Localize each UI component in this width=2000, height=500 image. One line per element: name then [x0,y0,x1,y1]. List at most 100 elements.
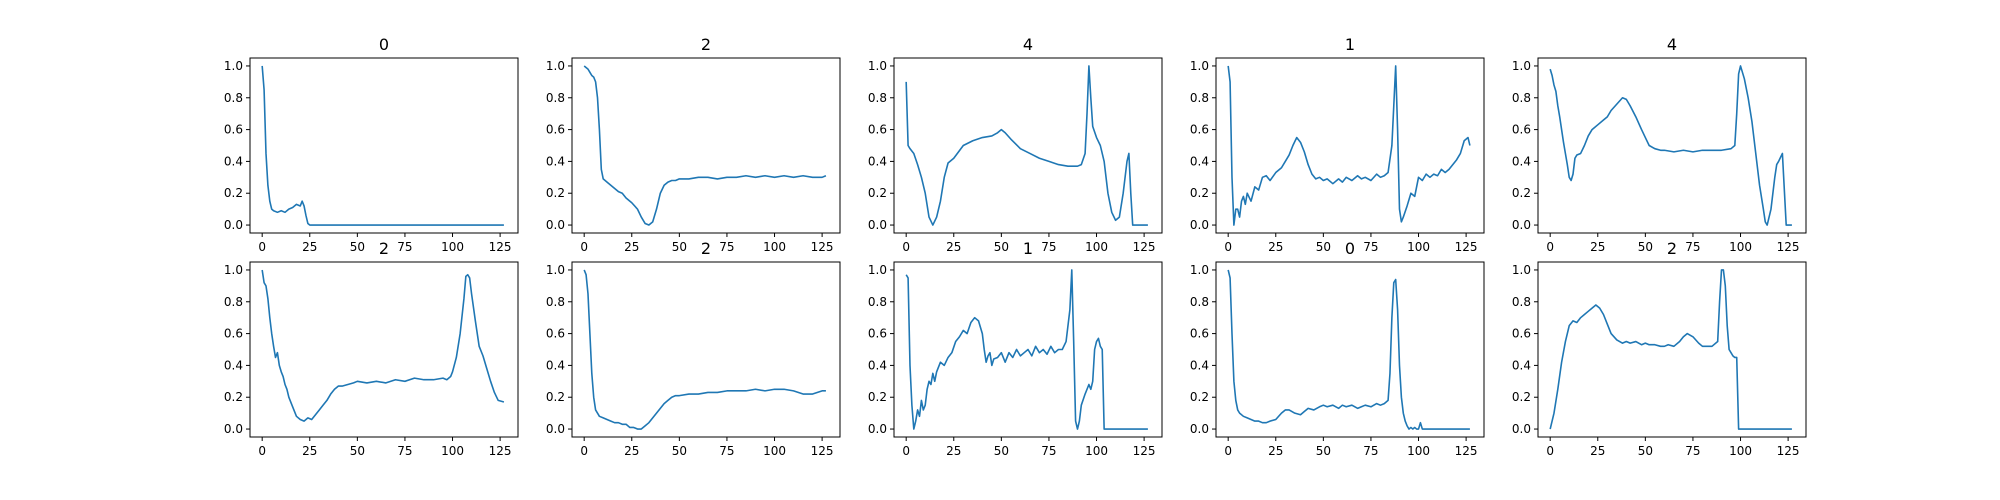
x-tick-label: 25 [1268,240,1283,254]
y-tick-label: 0.6 [224,123,243,137]
x-tick-label: 75 [1685,444,1700,458]
subplot-title: 2 [1667,239,1677,258]
y-tick-label: 0.2 [1512,186,1531,200]
y-tick-label: 0.8 [1512,91,1531,105]
subplot-0: 0 0 25 50 75 100 125 0.0 0.2 0.4 0.6 0.8 1.0 [224,35,519,254]
y-tick-label: 1.0 [1512,59,1531,73]
y-tick-label: 0.0 [1190,218,1209,232]
y-tick-label: 0.2 [1190,390,1209,404]
subplot-title: 1 [1023,239,1033,258]
x-tick-label: 0 [1224,240,1232,254]
subplot-3: 1 0 25 50 75 100 125 0.0 0.2 0.4 0.6 0.8 1.0 [1190,35,1485,254]
y-tick-label: 0.8 [1190,91,1209,105]
x-tick-label: 125 [1133,240,1156,254]
y-tick-label: 0.0 [546,422,565,436]
x-tick-label: 75 [719,444,734,458]
y-tick-label: 0.4 [868,154,887,168]
x-tick-label: 25 [302,444,317,458]
y-tick-label: 1.0 [868,263,887,277]
y-tick-label: 0.6 [1190,327,1209,341]
y-tick-label: 0.2 [546,390,565,404]
y-tick-label: 0.2 [868,186,887,200]
x-tick-label: 50 [1638,240,1653,254]
y-tick-label: 0.0 [868,422,887,436]
x-tick-label: 75 [397,240,412,254]
x-tick-label: 75 [1363,240,1378,254]
x-tick-label: 100 [1085,444,1108,458]
x-tick-label: 125 [489,240,512,254]
subplot-title: 1 [1345,35,1355,54]
axes-frame [1215,261,1485,438]
series-line [905,65,1148,226]
y-tick-label: 0.8 [1512,295,1531,309]
subplot-title: 2 [701,239,711,258]
x-tick-label: 0 [902,444,910,458]
x-tick-label: 0 [258,444,266,458]
x-tick-label: 50 [672,240,687,254]
x-tick-label: 25 [624,240,639,254]
y-tick-label: 0.6 [546,327,565,341]
series-line [583,65,827,226]
x-tick-label: 25 [624,444,639,458]
axes-frame [249,261,519,438]
x-tick-label: 50 [672,444,687,458]
axes-frame [249,57,519,234]
y-tick-label: 0.0 [1190,422,1209,436]
series-line [1227,269,1470,430]
y-tick-label: 0.6 [868,327,887,341]
x-tick-label: 125 [1455,240,1478,254]
x-tick-label: 50 [994,444,1009,458]
series-line [1227,65,1471,226]
series-line [905,269,1148,430]
y-tick-label: 1.0 [224,59,243,73]
subplot-5: 2 0 25 50 75 100 125 0.0 0.2 0.4 0.6 0.8 1.0 [224,239,519,458]
subplot-title: 0 [379,35,389,54]
y-tick-label: 0.2 [1190,186,1209,200]
x-tick-label: 75 [1363,444,1378,458]
x-tick-label: 75 [1041,240,1056,254]
x-tick-label: 100 [1407,444,1430,458]
x-tick-label: 0 [902,240,910,254]
subplot-title: 2 [379,239,389,258]
subplot-9: 2 0 25 50 75 100 125 0.0 0.2 0.4 0.6 0.8 1.0 [1512,239,1807,458]
x-tick-label: 50 [1316,240,1331,254]
y-tick-label: 1.0 [546,263,565,277]
series-line [261,65,504,226]
y-tick-label: 1.0 [224,263,243,277]
series-line [261,269,505,422]
subplot-title: 4 [1667,35,1677,54]
x-tick-label: 0 [1546,240,1554,254]
subplot-6: 2 0 25 50 75 100 125 0.0 0.2 0.4 0.6 0.8 1.0 [546,239,841,458]
x-tick-label: 125 [811,240,834,254]
subplot-2: 4 0 25 50 75 100 125 0.0 0.2 0.4 0.6 0.8 1.0 [868,35,1163,254]
x-tick-label: 100 [441,240,464,254]
x-tick-label: 100 [441,444,464,458]
y-tick-label: 0.8 [224,91,243,105]
y-tick-label: 0.4 [1190,358,1209,372]
series-line [1549,65,1792,226]
y-tick-label: 0.8 [546,91,565,105]
y-tick-label: 0.2 [546,186,565,200]
y-tick-label: 0.4 [546,358,565,372]
subplot-title: 2 [701,35,711,54]
y-tick-label: 0.6 [1512,327,1531,341]
y-tick-label: 0.6 [546,123,565,137]
y-tick-label: 0.6 [1512,123,1531,137]
x-tick-label: 125 [489,444,512,458]
y-tick-label: 0.8 [224,295,243,309]
y-tick-label: 0.2 [1512,390,1531,404]
x-tick-label: 50 [350,444,365,458]
axes-frame [893,57,1163,234]
subplot-8: 0 0 25 50 75 100 125 0.0 0.2 0.4 0.6 0.8 1.0 [1190,239,1485,458]
y-tick-label: 0.6 [868,123,887,137]
subplot-4: 4 0 25 50 75 100 125 0.0 0.2 0.4 0.6 0.8 1.0 [1512,35,1807,254]
subplot-title: 4 [1023,35,1033,54]
y-tick-label: 1.0 [1190,59,1209,73]
x-tick-label: 50 [1316,444,1331,458]
y-tick-label: 0.4 [224,154,243,168]
x-tick-label: 25 [1590,240,1605,254]
y-tick-label: 0.2 [224,390,243,404]
x-tick-label: 0 [580,444,588,458]
axes-frame [1537,261,1807,438]
x-tick-label: 125 [1455,444,1478,458]
